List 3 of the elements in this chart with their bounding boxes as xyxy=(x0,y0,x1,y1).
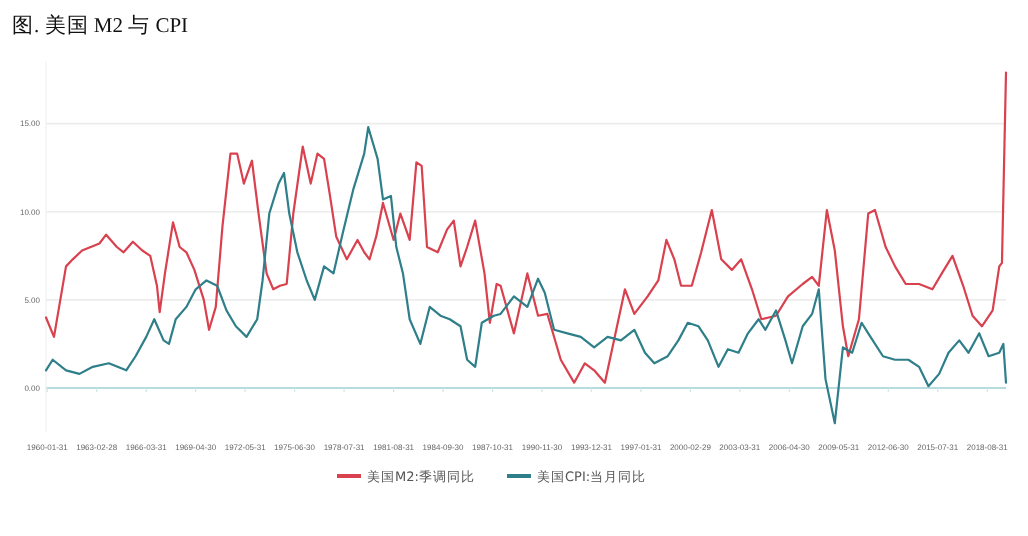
line-series xyxy=(44,126,1008,425)
chart-title: 图. 美国 M2 与 CPI xyxy=(12,12,190,38)
line-series xyxy=(44,71,1008,384)
